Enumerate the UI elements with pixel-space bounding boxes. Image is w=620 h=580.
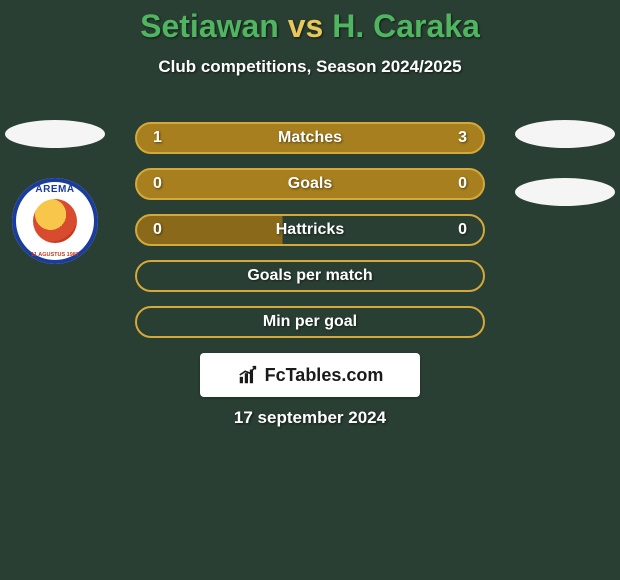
stat-right-value: 3 [447,129,467,147]
stat-row: Min per goal [135,306,485,338]
player1-avatar-placeholder [5,120,105,148]
vs-label: vs [288,8,324,44]
bar-chart-icon [237,364,259,386]
left-player-column: AREMA 11 AGUSTUS 1987 [0,120,110,264]
stat-label: Matches [173,129,447,147]
stat-label: Goals [173,175,447,193]
player2-club-placeholder [515,178,615,206]
stat-right-value: 0 [447,175,467,193]
player1-name: Setiawan [140,8,279,44]
stat-label: Goals per match [173,267,447,285]
branding-text: FcTables.com [265,365,384,386]
stat-row: 1Matches3 [135,122,485,154]
stat-left-value: 1 [153,129,173,147]
club-badge-sub: 11 AGUSTUS 1987 [31,252,79,258]
stat-left-value: 0 [153,175,173,193]
stat-rows-container: 1Matches30Goals00Hattricks0Goals per mat… [135,122,485,338]
subtitle: Club competitions, Season 2024/2025 [0,57,620,77]
player2-avatar-placeholder [515,120,615,148]
date-label: 17 september 2024 [0,408,620,428]
branding-box: FcTables.com [200,353,420,397]
comparison-title: Setiawan vs H. Caraka [0,0,620,45]
stat-label: Hattricks [173,221,447,239]
stat-label: Min per goal [173,313,447,331]
stat-right-value: 0 [447,221,467,239]
club-badge-name: AREMA [35,184,74,195]
player1-club-badge: AREMA 11 AGUSTUS 1987 [12,178,98,264]
right-player-column [510,120,620,206]
stat-row: 0Hattricks0 [135,214,485,246]
stat-row: 0Goals0 [135,168,485,200]
stat-row: Goals per match [135,260,485,292]
stat-left-value: 0 [153,221,173,239]
player2-name: H. Caraka [332,8,480,44]
